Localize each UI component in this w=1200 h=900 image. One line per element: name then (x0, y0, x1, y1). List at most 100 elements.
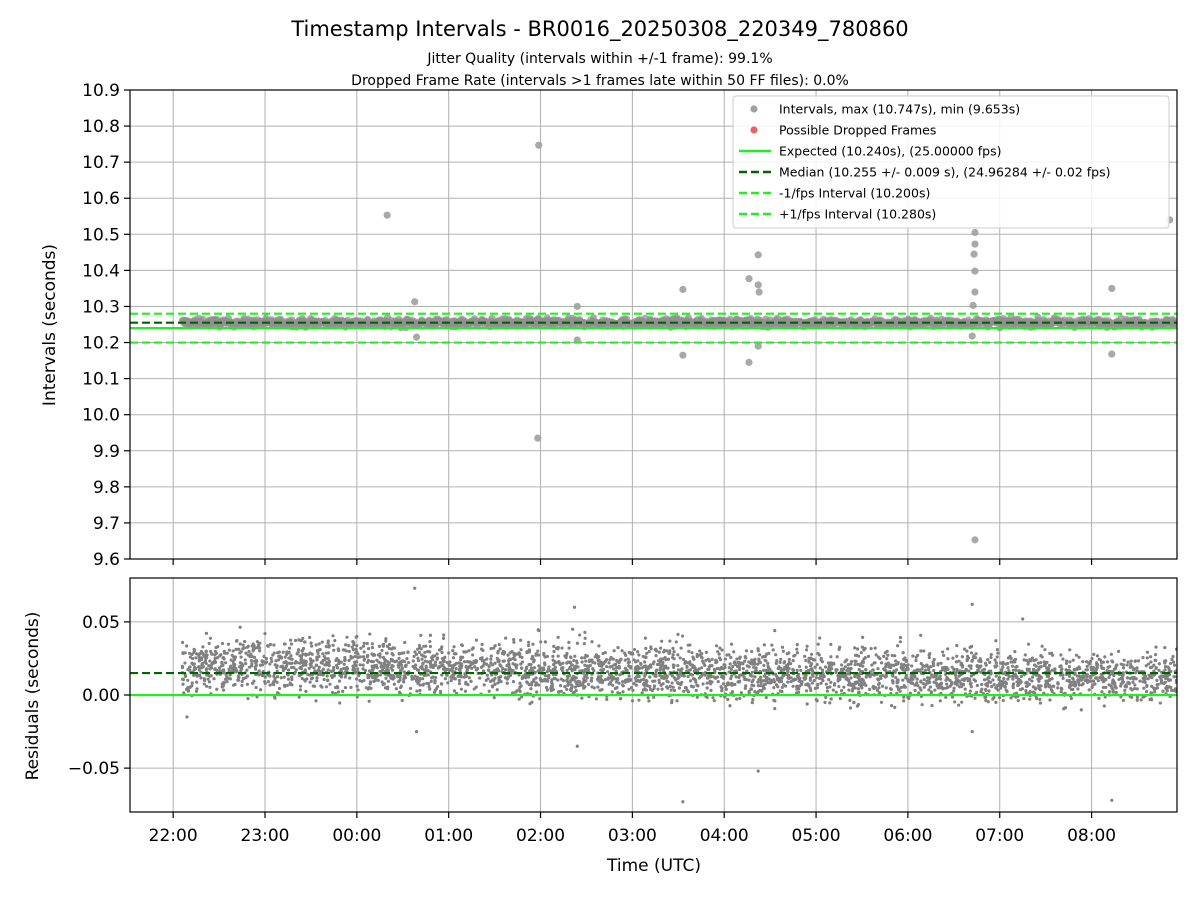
residual-point (786, 676, 790, 680)
residual-point (557, 690, 561, 694)
residual-point (475, 667, 479, 671)
residual-point (990, 685, 994, 689)
residual-point (279, 676, 283, 680)
residual-point (1000, 668, 1004, 672)
residual-point (1169, 669, 1173, 673)
residual-point (938, 677, 943, 681)
residual-point (652, 695, 656, 699)
residual-point (860, 645, 864, 649)
residual-point (421, 677, 425, 681)
residual-point (314, 663, 318, 667)
residual-point (1135, 698, 1139, 702)
residual-point (689, 684, 694, 688)
residual-point (396, 675, 400, 679)
y-tick-label: 10.0 (82, 406, 120, 426)
residual-point (390, 668, 395, 672)
residual-point (359, 646, 363, 650)
residual-point (512, 637, 516, 642)
residual-point (331, 690, 335, 695)
residual-point (352, 640, 356, 645)
residual-point (531, 669, 535, 673)
residual-point (413, 666, 417, 670)
residual-point (676, 632, 680, 636)
residual-point (541, 679, 545, 683)
residual-point (637, 653, 641, 657)
residual-point (442, 633, 446, 637)
y-tick-label: 10.3 (82, 297, 120, 317)
residual-point (973, 696, 977, 700)
residual-point (633, 667, 637, 671)
residual-point (876, 678, 881, 682)
residual-point (304, 663, 308, 667)
residual-point (580, 696, 584, 700)
residual-point (659, 646, 663, 650)
residual-point (553, 660, 557, 664)
residual-point (467, 676, 471, 680)
residual-point (361, 667, 365, 671)
residual-point (428, 660, 433, 664)
residual-point (1067, 679, 1071, 684)
residual-point (672, 657, 676, 661)
residual-point (943, 669, 948, 673)
interval-outlier-point (573, 302, 581, 311)
residual-point (994, 686, 998, 690)
residual-point (335, 656, 339, 661)
residual-point (1171, 654, 1175, 659)
residual-point (1174, 689, 1177, 694)
residual-point (732, 650, 736, 654)
residual-point (915, 677, 919, 681)
residual-point (671, 663, 675, 667)
residual-point (238, 625, 242, 629)
residual-point (207, 674, 212, 678)
residual-point (539, 640, 543, 644)
residual-point (181, 682, 185, 686)
residual-point (369, 673, 373, 677)
residual-point (820, 660, 825, 664)
residual-point (505, 681, 509, 685)
residual-point (489, 657, 493, 661)
residual-point (275, 675, 280, 679)
residual-points (130, 586, 1177, 804)
residual-point (370, 652, 374, 656)
residual-point (530, 700, 534, 704)
residual-point (487, 689, 491, 693)
residual-point (835, 668, 839, 672)
residual-point (1121, 666, 1126, 670)
residual-point (782, 660, 787, 664)
residual-point (649, 665, 653, 669)
residual-point (817, 653, 821, 657)
residual-point (856, 702, 861, 707)
residual-point (855, 647, 860, 651)
residual-point (812, 678, 816, 683)
residual-point (779, 669, 783, 673)
residual-point (308, 680, 312, 684)
residual-point (198, 673, 202, 677)
residual-point (354, 647, 358, 651)
residual-point (239, 669, 243, 673)
residual-point (688, 643, 692, 647)
residual-point (286, 668, 291, 672)
residual-point (1037, 684, 1041, 688)
residual-point (499, 675, 503, 679)
residual-point (915, 681, 919, 685)
residual-point (436, 684, 440, 689)
residual-point (827, 665, 831, 669)
residual-point (623, 678, 628, 682)
residual-point (422, 668, 427, 672)
residual-point (1072, 682, 1077, 686)
residual-point (1039, 665, 1043, 669)
residual-point (367, 669, 372, 673)
residual-point (661, 657, 665, 661)
residual-point (426, 660, 430, 664)
residual-point (911, 654, 915, 658)
residual-point (1098, 675, 1102, 680)
residual-point (325, 674, 329, 678)
residual-point (242, 677, 246, 681)
residual-point (549, 684, 553, 688)
residual-point (848, 698, 852, 702)
residual-point (633, 676, 637, 680)
residual-point (481, 648, 485, 653)
residual-point (274, 659, 278, 663)
residual-point (552, 644, 556, 648)
residual-point (797, 690, 801, 694)
